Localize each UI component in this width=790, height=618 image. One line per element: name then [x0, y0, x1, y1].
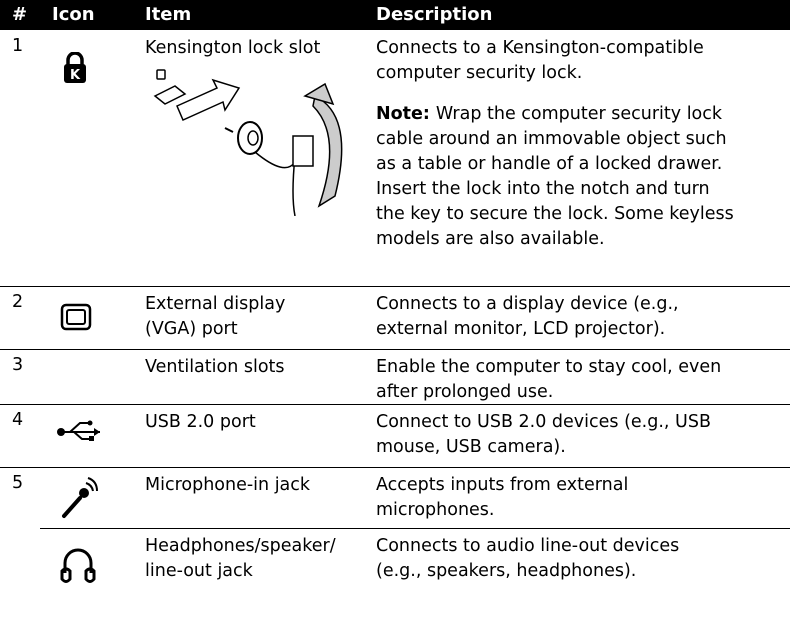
- note-text: Insert the lock into the notch and turn: [376, 179, 710, 199]
- row-number: 1: [12, 36, 24, 56]
- note-line: Insert the lock into the notch and turn: [376, 177, 734, 202]
- description-text: Enable the computer to stay cool, even: [376, 357, 722, 377]
- item-text: USB 2.0 port: [145, 412, 256, 432]
- vga-icon: [60, 303, 92, 331]
- description-text: Connects to a Kensington-compatible: [376, 38, 704, 58]
- header-cell: Description: [376, 4, 493, 25]
- note-line: as a table or handle of a locked drawer.: [376, 152, 734, 177]
- headphones-icon: [60, 548, 96, 583]
- item-cell: Microphone-in jack: [145, 473, 310, 498]
- description-text: Connects to audio line-out devices: [376, 536, 680, 556]
- description-text: computer security lock.: [376, 63, 583, 83]
- row-divider: [0, 467, 790, 468]
- item-text: (VGA) port: [145, 319, 238, 339]
- row-number: 4: [12, 410, 24, 430]
- description-cell: Connect to USB 2.0 devices (e.g., USB mou…: [376, 410, 711, 460]
- row-number: 2: [12, 292, 24, 312]
- row-divider: [0, 349, 790, 350]
- item-cell: Ventilation slots: [145, 355, 285, 380]
- description-cell: Connects to audio line-out devices (e.g.,…: [376, 534, 679, 584]
- note-line: models are also available.: [376, 227, 734, 252]
- description-cell: Connects to a display device (e.g., exter…: [376, 292, 679, 342]
- note-text: cable around an immovable object such: [376, 129, 727, 149]
- description-text: after prolonged use.: [376, 382, 554, 402]
- item-text: External display: [145, 294, 286, 314]
- item-text: Headphones/speaker/: [145, 536, 336, 556]
- note-line: the key to secure the lock. Some keyless: [376, 202, 734, 227]
- lock-icon: K: [64, 52, 86, 83]
- note-cell: Note: Wrap the computer security lock cabl…: [376, 102, 734, 252]
- item-text: Microphone-in jack: [145, 475, 311, 495]
- header-cell: #: [12, 4, 28, 25]
- header-cell: Item: [145, 4, 192, 25]
- item-cell: External display (VGA) port: [145, 292, 285, 342]
- table-header: [0, 0, 790, 30]
- item-text: Kensington lock slot: [145, 38, 321, 58]
- row-divider: [0, 404, 790, 405]
- lock-illustration: [153, 69, 343, 216]
- note-text: models are also available.: [376, 229, 605, 249]
- microphone-icon: [62, 477, 98, 518]
- description-text: Connect to USB 2.0 devices (e.g., USB: [376, 412, 711, 432]
- description-cell: Accepts inputs from external microphones.: [376, 473, 628, 523]
- item-cell: Headphones/speaker/line-out jack: [145, 534, 336, 584]
- description-cell: Enable the computer to stay cool, even af…: [376, 355, 721, 405]
- note-text: as a table or handle of a locked drawer.: [376, 154, 723, 174]
- description-text: microphones.: [376, 500, 495, 520]
- note-label: Note:: [376, 104, 430, 124]
- row-number: 3: [12, 355, 24, 375]
- row-divider: [0, 286, 790, 287]
- description-text: Connects to a display device (e.g.,: [376, 294, 679, 314]
- usb-icon: [57, 420, 100, 441]
- item-text: Ventilation slots: [145, 357, 285, 377]
- description-text: mouse, USB camera).: [376, 437, 566, 457]
- note-line: cable around an immovable object such: [376, 127, 734, 152]
- item-cell: Kensington lock slot: [145, 36, 320, 61]
- note-text: the key to secure the lock. Some keyless: [376, 204, 734, 224]
- description-text: (e.g., speakers, headphones).: [376, 561, 637, 581]
- note-text: Wrap the computer security lock: [435, 104, 723, 124]
- header-cell: Icon: [52, 4, 95, 25]
- description-text: Accepts inputs from external: [376, 475, 629, 495]
- row-number: 5: [12, 473, 24, 493]
- description-cell: Connects to a Kensington-compatible compu…: [376, 36, 704, 86]
- description-text: external monitor, LCD projector).: [376, 319, 666, 339]
- item-text: line-out jack: [145, 561, 253, 581]
- row-divider: [40, 528, 790, 529]
- item-cell: USB 2.0 port: [145, 410, 256, 435]
- svg-text:K: K: [70, 68, 81, 83]
- note-line: Note: Wrap the computer security lock: [376, 102, 734, 127]
